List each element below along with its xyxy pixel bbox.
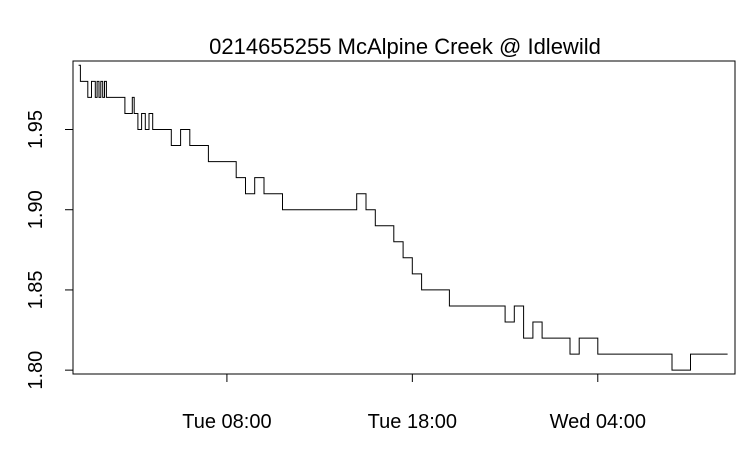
plot-area-border [72, 60, 736, 375]
chart-title: 0214655255 McAlpine Creek @ Idlewild [209, 34, 601, 59]
x-axis: Tue 08:00 Tue 18:00 Wed 04:00 [182, 374, 646, 433]
x-tick-label: Tue 08:00 [182, 411, 271, 433]
series-layer [78, 64, 728, 371]
y-axis: 1.80 1.85 1.90 1.95 [25, 110, 73, 390]
y-tick-label: 1.85 [25, 270, 47, 309]
x-tick-label: Tue 18:00 [368, 411, 457, 433]
series-line [78, 64, 728, 371]
y-tick-label: 1.80 [25, 351, 47, 390]
x-tick-label: Wed 04:00 [550, 411, 646, 433]
y-tick-label: 1.90 [25, 190, 47, 229]
y-tick-label: 1.95 [25, 110, 47, 149]
